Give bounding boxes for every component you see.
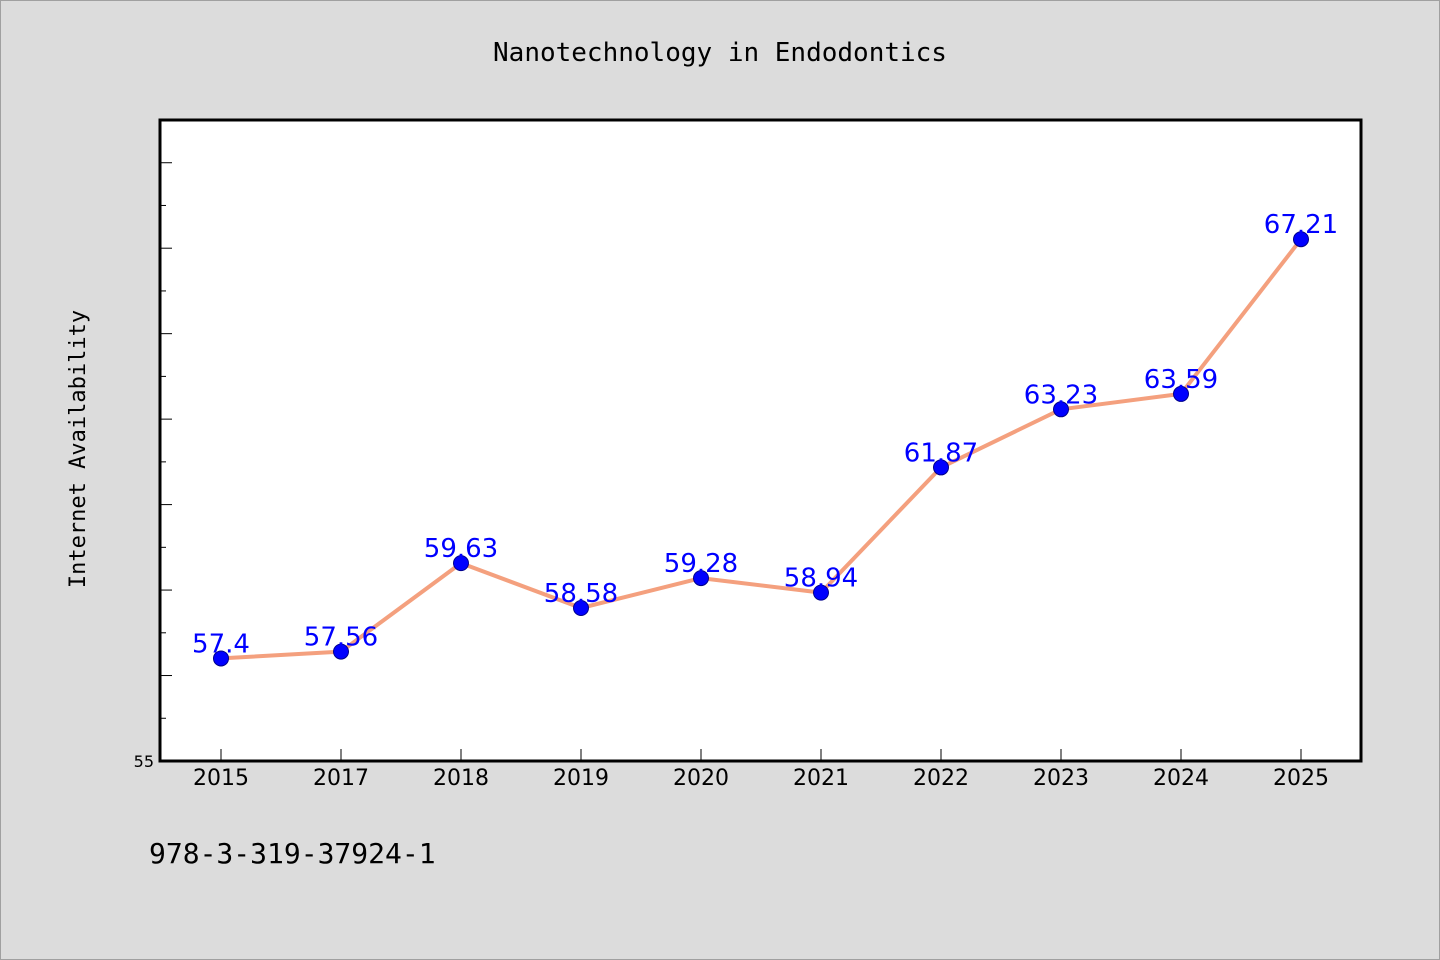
x-tick-label: 2021 bbox=[793, 766, 849, 791]
data-label: 61.87 bbox=[904, 438, 978, 468]
data-label: 63.23 bbox=[1024, 380, 1098, 410]
x-tick-label: 2022 bbox=[913, 766, 969, 791]
data-point bbox=[333, 643, 349, 660]
y-tick-label: 55 bbox=[134, 752, 154, 771]
y-axis-title: Internet Availability bbox=[66, 310, 91, 588]
data-label: 59.63 bbox=[424, 534, 498, 564]
marker-layer bbox=[213, 231, 1309, 667]
y-axis-ticks: 55 bbox=[134, 162, 172, 771]
x-tick-label: 2018 bbox=[433, 766, 489, 791]
data-point bbox=[453, 555, 469, 572]
x-tick-label: 2025 bbox=[1273, 766, 1329, 791]
data-point bbox=[1293, 231, 1309, 248]
data-label: 58.58 bbox=[544, 579, 618, 609]
data-point bbox=[1053, 401, 1069, 418]
data-label: 57.4 bbox=[192, 629, 250, 659]
data-label-layer: 57.4 57.56 59.63 58.58 59.28 58.94 61.87 63.23 6… bbox=[192, 210, 1338, 659]
series-line bbox=[219, 237, 1303, 661]
x-tick-label: 2015 bbox=[193, 766, 249, 791]
x-axis-ticks: 2015 2017 2018 2019 2020 2021 2022 2023 2024 2025 bbox=[193, 749, 1329, 791]
isbn-footnote: 978-3-319-37924-1 bbox=[149, 837, 436, 870]
data-label: 58.94 bbox=[784, 564, 858, 594]
series-layer bbox=[219, 237, 1303, 661]
data-label: 59.28 bbox=[664, 549, 738, 579]
data-point bbox=[213, 650, 229, 667]
data-point bbox=[573, 600, 589, 617]
x-tick-label: 2024 bbox=[1153, 766, 1209, 791]
data-label: 67.21 bbox=[1264, 210, 1338, 240]
data-point bbox=[693, 570, 709, 587]
x-tick-label: 2023 bbox=[1033, 766, 1089, 791]
x-tick-label: 2019 bbox=[553, 766, 609, 791]
data-point bbox=[1173, 385, 1189, 402]
chart-title: Nanotechnology in Endodontics bbox=[493, 38, 947, 68]
x-tick-label: 2017 bbox=[313, 766, 369, 791]
data-label: 57.56 bbox=[304, 623, 378, 653]
data-point bbox=[813, 584, 829, 601]
plot-area bbox=[158, 118, 1363, 763]
data-point bbox=[933, 459, 949, 476]
data-label: 63.59 bbox=[1144, 365, 1218, 395]
x-tick-label: 2020 bbox=[673, 766, 729, 791]
